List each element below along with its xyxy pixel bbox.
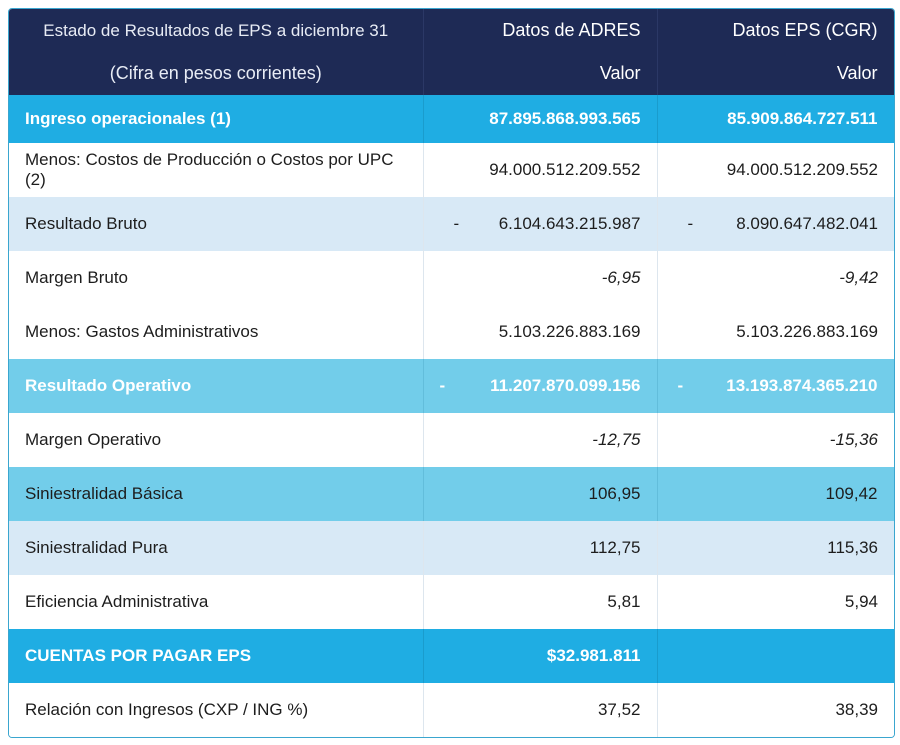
adres-value: $32.981.811 xyxy=(423,629,658,683)
negative-sign: - xyxy=(687,214,694,233)
adres-value: 5,81 xyxy=(423,575,658,629)
eps-value: 115,36 xyxy=(657,521,894,575)
eps-value: 5,94 xyxy=(657,575,894,629)
eps-value: 109,42 xyxy=(657,467,894,521)
adres-value: -12,75 xyxy=(423,413,658,467)
financial-table: Estado de Resultados de EPS a diciembre … xyxy=(8,8,895,738)
row-label: Ingreso operacionales (1) xyxy=(9,95,424,143)
table-row: Siniestralidad Básica 106,95 109,42 xyxy=(9,467,894,521)
eps-value: 8.090.647.482.041 xyxy=(736,214,878,233)
row-label: CUENTAS POR PAGAR EPS xyxy=(9,629,424,683)
table-row: Siniestralidad Pura 112,75 115,36 xyxy=(9,521,894,575)
subheader-eps: Valor xyxy=(657,52,894,95)
adres-value: 5.103.226.883.169 xyxy=(423,305,658,359)
table-row: Menos: Gastos Administrativos 5.103.226.… xyxy=(9,305,894,359)
column-header-adres: Datos de ADRES xyxy=(423,9,658,52)
negative-sign: - xyxy=(439,376,446,395)
row-label: Margen Bruto xyxy=(9,251,424,305)
subheader-adres: Valor xyxy=(423,52,658,95)
row-label: Margen Operativo xyxy=(9,413,424,467)
column-header-eps: Datos EPS (CGR) xyxy=(657,9,894,52)
table-row: Margen Operativo -12,75 -15,36 xyxy=(9,413,894,467)
negative-sign: - xyxy=(453,214,460,233)
row-label: Resultado Operativo xyxy=(9,359,424,413)
adres-cell: - 11.207.870.099.156 xyxy=(423,359,658,413)
adres-value: 11.207.870.099.156 xyxy=(490,376,641,395)
table-row: Eficiencia Administrativa 5,81 5,94 xyxy=(9,575,894,629)
table-title: Estado de Resultados de EPS a diciembre … xyxy=(9,9,424,52)
table-row: Resultado Operativo -11.207.870.099.156 … xyxy=(9,359,894,413)
table-row: Menos: Costos de Producción o Costos por… xyxy=(9,143,894,197)
row-label: Siniestralidad Básica xyxy=(9,467,424,521)
header-row-2: (Cifra en pesos corrientes) Valor Valor xyxy=(9,52,894,95)
adres-value: 87.895.868.993.565 xyxy=(423,95,658,143)
eps-cell: - 8.090.647.482.041 xyxy=(657,197,894,251)
row-label: Relación con Ingresos (CXP / ING %) xyxy=(9,683,424,737)
negative-sign: - xyxy=(677,376,684,395)
row-label: Resultado Bruto xyxy=(9,197,424,251)
table-subtitle: (Cifra en pesos corrientes) xyxy=(9,52,424,95)
adres-value: 112,75 xyxy=(423,521,658,575)
table-row: Resultado Bruto - 6.104.643.215.987 - 8.09… xyxy=(9,197,894,251)
row-label: Menos: Gastos Administrativos xyxy=(9,305,424,359)
eps-value: 85.909.864.727.511 xyxy=(657,95,894,143)
row-label: Eficiencia Administrativa xyxy=(9,575,424,629)
eps-value: -9,42 xyxy=(657,251,894,305)
table-row: Relación con Ingresos (CXP / ING %) 37,5… xyxy=(9,683,894,737)
eps-cell: - 13.193.874.365.210 xyxy=(657,359,894,413)
eps-value: 13.193.874.365.210 xyxy=(726,376,878,395)
table-row: CUENTAS POR PAGAR EPS $32.981.811 xyxy=(9,629,894,683)
eps-value: -15,36 xyxy=(657,413,894,467)
header-row-1: Estado de Resultados de EPS a diciembre … xyxy=(9,9,894,52)
adres-value: 106,95 xyxy=(423,467,658,521)
eps-value: 5.103.226.883.169 xyxy=(657,305,894,359)
adres-value: 6.104.643.215.987 xyxy=(498,214,641,233)
eps-value: 38,39 xyxy=(657,683,894,737)
table-row: Ingreso operacionales (1) 87.895.868.993… xyxy=(9,95,894,143)
adres-cell: - 6.104.643.215.987 xyxy=(423,197,658,251)
eps-value: 94.000.512.209.552 xyxy=(657,143,894,197)
adres-value: 94.000.512.209.552 xyxy=(423,143,658,197)
row-label: Menos: Costos de Producción o Costos por… xyxy=(9,143,424,197)
adres-value: 37,52 xyxy=(423,683,658,737)
table-row: Margen Bruto -6,95 -9,42 xyxy=(9,251,894,305)
row-label: Siniestralidad Pura xyxy=(9,521,424,575)
adres-value: -6,95 xyxy=(423,251,658,305)
eps-value xyxy=(657,629,894,683)
